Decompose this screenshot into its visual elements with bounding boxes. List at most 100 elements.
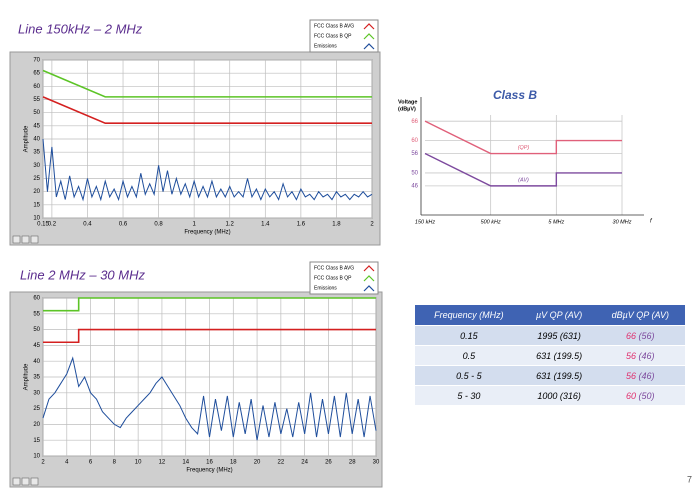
y-tick-label: 30 xyxy=(33,390,40,396)
series-line xyxy=(42,356,377,441)
table-cell: 0.5 xyxy=(415,345,523,366)
y-tick-label: 25 xyxy=(33,406,40,412)
y-tick-label: 70 xyxy=(33,58,40,64)
table-cell: 0.5 - 5 xyxy=(415,365,523,386)
y-tick-label: 35 xyxy=(33,150,40,156)
table-cell: 1000 (316) xyxy=(522,385,596,405)
x-tick-label: 8 xyxy=(113,460,117,466)
table-row: 0.5 - 5 631 (199.5) 56 (46) xyxy=(415,365,685,386)
x-axis-label: Frequency (MHz) xyxy=(184,230,230,236)
y-tick-label: 10 xyxy=(33,454,40,460)
x-tick-label: 0.8 xyxy=(154,222,163,228)
toolbar-button xyxy=(12,477,21,486)
y-tick-label: 60 xyxy=(33,84,40,90)
table-cell: 631 (199.5) xyxy=(522,345,596,366)
x-tick-label: 1.8 xyxy=(332,222,341,228)
legend-swatch xyxy=(363,275,375,282)
x-tick-label: 500 kHz xyxy=(481,219,501,225)
y-tick-label: 50 xyxy=(411,171,418,177)
series-label: (QP) xyxy=(518,145,530,151)
toolbar-button xyxy=(21,235,30,244)
toolbar-button xyxy=(21,477,30,486)
series-line xyxy=(43,297,376,312)
x-tick-label: 0.2 xyxy=(48,222,57,228)
x-tick-label: 0.15 xyxy=(37,222,49,228)
y-axis-label: Amplitude xyxy=(24,363,30,390)
x-tick-label: 26 xyxy=(325,460,332,466)
y-tick-label: 35 xyxy=(33,375,40,381)
y-tick-label: 55 xyxy=(33,97,40,103)
y-tick-label: 15 xyxy=(33,202,40,208)
table-cell: 1995 (631) xyxy=(522,325,596,346)
qp-value: 66 xyxy=(626,330,637,341)
series-line xyxy=(424,152,622,187)
y-tick-label: 50 xyxy=(33,327,40,333)
table-cell: 66 (56) xyxy=(595,325,685,346)
x-tick-label: 1.2 xyxy=(226,222,235,228)
table-cell: 56 (46) xyxy=(595,345,685,366)
table-cell: 60 (50) xyxy=(595,385,685,405)
toolbar-button xyxy=(30,235,39,244)
x-tick-label: 28 xyxy=(349,460,356,466)
x-tick-label: 2 xyxy=(370,222,374,228)
x-tick-label: 4 xyxy=(65,460,69,466)
legend-swatch xyxy=(363,285,375,292)
qp-value: 56 xyxy=(626,350,637,361)
table-row: 0.5 631 (199.5) 56 (46) xyxy=(415,345,685,366)
y-tick-label: 10 xyxy=(33,216,40,222)
y-tick-label: 66 xyxy=(411,119,418,125)
x-tick-label: 0.6 xyxy=(119,222,128,228)
x-tick-label: 18 xyxy=(230,460,237,466)
toolbar-button xyxy=(30,477,39,486)
legend-label: Emissions xyxy=(314,43,337,49)
legend-swatch xyxy=(363,265,375,272)
chart-title: Class B xyxy=(493,88,537,102)
y-tick-label: 20 xyxy=(33,422,40,428)
x-tick-label: 22 xyxy=(278,460,285,466)
x-tick-label: 5 MHz xyxy=(548,219,564,225)
x-tick-label: 1.6 xyxy=(297,222,306,228)
y-tick-label: 55 xyxy=(33,311,40,317)
y-tick-label: 20 xyxy=(33,189,40,195)
av-value: (50) xyxy=(638,390,655,401)
legend-swatch xyxy=(363,23,375,30)
x-tick-label: 6 xyxy=(89,460,93,466)
legend-swatch xyxy=(363,33,375,40)
x-axis-label: Frequency (MHz) xyxy=(186,468,232,474)
x-tick-label: 150 kHz xyxy=(415,219,435,225)
legend-label: FCC Class B AVG xyxy=(314,23,354,29)
table-cell: 5 - 30 xyxy=(415,385,523,405)
table-header: Frequency (MHz) µV QP (AV) dBµV QP (AV) xyxy=(415,305,685,326)
y-tick-label: 65 xyxy=(33,71,40,77)
series-line xyxy=(424,120,622,155)
qp-value: 56 xyxy=(626,370,637,381)
y-tick-label: 45 xyxy=(33,123,40,129)
legend-label: FCC Class B QP xyxy=(314,275,352,281)
x-tick-label: 14 xyxy=(182,460,189,466)
y-tick-label: 30 xyxy=(33,163,40,169)
toolbar-button xyxy=(12,235,21,244)
av-value: (46) xyxy=(638,350,655,361)
x-tick-label: 12 xyxy=(159,460,166,466)
y-tick-label: 60 xyxy=(33,296,40,302)
y-axis-label: Voltage xyxy=(398,99,417,105)
chart-title: Line 2 MHz – 30 MHz xyxy=(20,267,145,282)
series-line xyxy=(43,328,376,344)
y-axis-label: Amplitude xyxy=(24,125,30,152)
legend-label: FCC Class B QP xyxy=(314,33,352,39)
chart-title: Line 150kHz – 2 MHz xyxy=(18,21,143,36)
y-tick-label: 40 xyxy=(33,359,40,365)
x-tick-label: 1.4 xyxy=(261,222,270,228)
table-cell: 631 (199.5) xyxy=(522,365,596,386)
y-tick-label: 15 xyxy=(33,438,40,444)
y-tick-label: 40 xyxy=(33,137,40,143)
limit-table: Frequency (MHz) µV QP (AV) dBµV QP (AV) 0.1… xyxy=(415,305,685,405)
y-tick-label: 46 xyxy=(411,183,418,189)
x-tick-label: 30 xyxy=(373,460,380,466)
table-row: 0.15 1995 (631) 66 (56) xyxy=(415,325,685,346)
x-tick-label: 0.4 xyxy=(83,222,92,228)
av-value: (56) xyxy=(638,330,655,341)
x-tick-label: 24 xyxy=(301,460,308,466)
